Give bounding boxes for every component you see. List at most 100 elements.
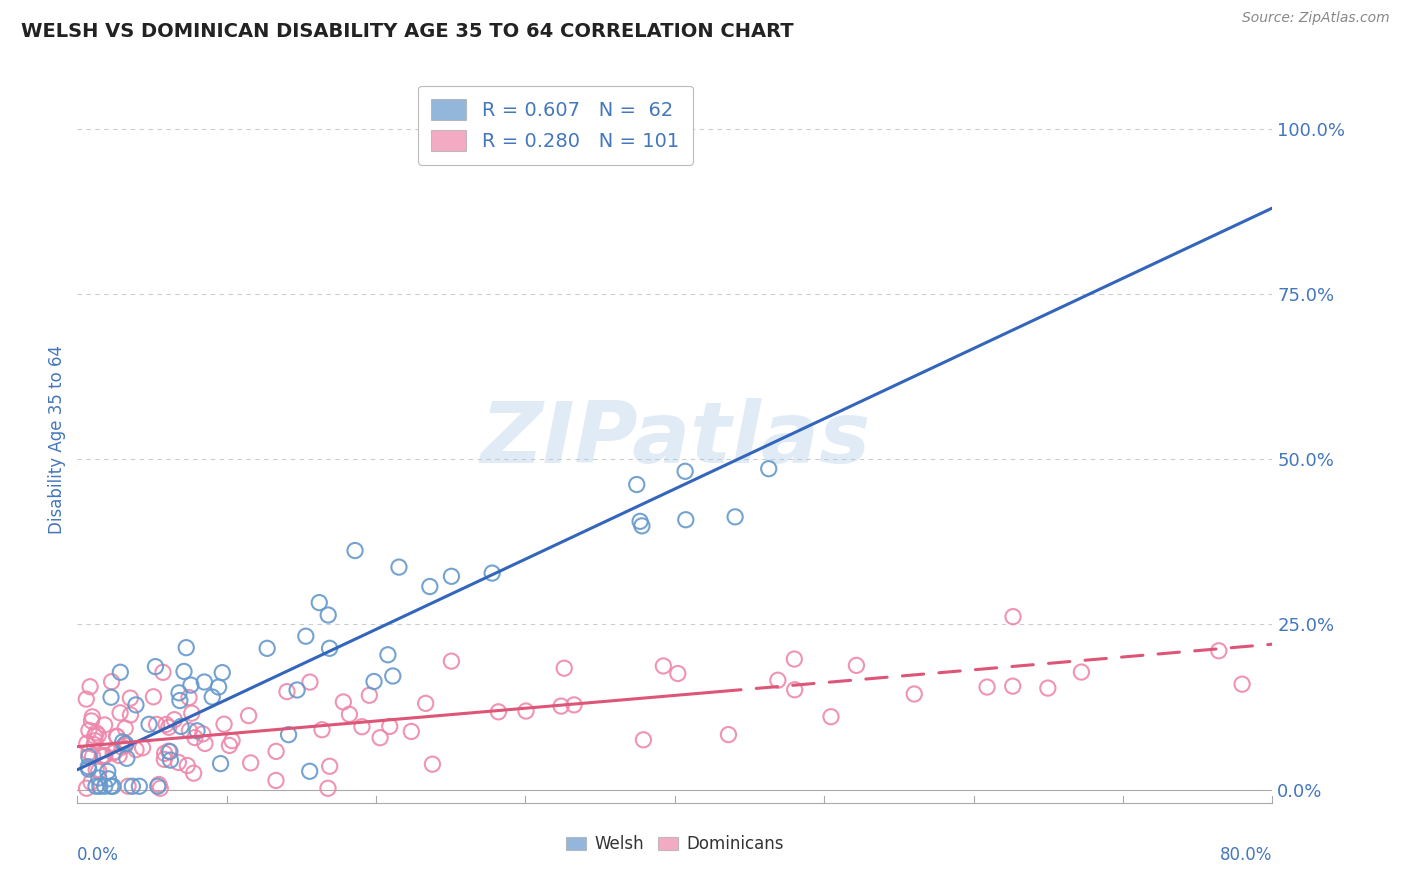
Point — [488, 705, 510, 719]
Point — [80, 714, 103, 728]
Point — [100, 690, 122, 705]
Point — [419, 580, 441, 594]
Point — [276, 684, 298, 698]
Point — [285, 683, 308, 698]
Point — [633, 732, 655, 747]
Point — [87, 764, 110, 778]
Point — [295, 629, 318, 643]
Point — [845, 658, 868, 673]
Point — [440, 654, 463, 668]
Point — [180, 678, 202, 692]
Point — [157, 720, 180, 734]
Point — [194, 736, 217, 750]
Point — [77, 746, 100, 760]
Point — [84, 733, 107, 747]
Point — [111, 735, 134, 749]
Point — [100, 674, 122, 689]
Point — [142, 690, 165, 704]
Point — [114, 737, 136, 751]
Point — [77, 762, 100, 776]
Point — [120, 691, 142, 706]
Point — [481, 566, 503, 580]
Text: 0.0%: 0.0% — [77, 847, 120, 864]
Point — [359, 688, 381, 702]
Point — [174, 640, 197, 655]
Point — [100, 779, 122, 793]
Point — [153, 752, 176, 766]
Point — [820, 710, 842, 724]
Point — [388, 560, 411, 574]
Point — [108, 706, 131, 720]
Point — [91, 749, 114, 764]
Point — [401, 724, 423, 739]
Point — [104, 745, 127, 759]
Point — [167, 686, 190, 700]
Point — [758, 461, 780, 475]
Point — [80, 775, 103, 789]
Point — [114, 721, 136, 735]
Point — [422, 757, 444, 772]
Point — [381, 669, 404, 683]
Point — [114, 738, 136, 752]
Y-axis label: Disability Age 35 to 64: Disability Age 35 to 64 — [48, 345, 66, 533]
Point — [976, 680, 998, 694]
Point — [149, 781, 172, 796]
Point — [675, 513, 697, 527]
Text: 80.0%: 80.0% — [1220, 847, 1272, 864]
Point — [316, 607, 339, 622]
Point — [93, 779, 115, 793]
Point — [155, 717, 177, 731]
Point — [179, 723, 201, 738]
Point — [550, 699, 572, 714]
Point — [628, 514, 651, 528]
Point — [180, 706, 202, 721]
Point — [152, 665, 174, 680]
Point — [783, 652, 806, 666]
Point — [415, 697, 437, 711]
Point — [209, 756, 232, 771]
Point — [562, 698, 585, 712]
Point — [97, 764, 120, 779]
Point — [87, 771, 110, 785]
Point — [138, 717, 160, 731]
Point — [159, 753, 181, 767]
Point — [378, 719, 401, 733]
Point — [440, 569, 463, 583]
Point — [186, 723, 208, 738]
Point — [84, 725, 107, 739]
Text: WELSH VS DOMINICAN DISABILITY AGE 35 TO 64 CORRELATION CHART: WELSH VS DOMINICAN DISABILITY AGE 35 TO … — [21, 22, 794, 41]
Point — [1002, 609, 1025, 624]
Point — [83, 738, 105, 752]
Point — [84, 779, 107, 793]
Point — [163, 713, 186, 727]
Point — [298, 764, 321, 779]
Point — [153, 747, 176, 761]
Point — [344, 543, 367, 558]
Text: Source: ZipAtlas.com: Source: ZipAtlas.com — [1241, 11, 1389, 25]
Point — [111, 740, 134, 755]
Point — [120, 707, 142, 722]
Point — [75, 692, 97, 706]
Point — [239, 756, 262, 770]
Point — [82, 710, 104, 724]
Point — [264, 773, 287, 788]
Point — [256, 641, 278, 656]
Point — [157, 744, 180, 758]
Point — [108, 748, 131, 763]
Point — [1230, 677, 1253, 691]
Point — [766, 673, 789, 688]
Point — [277, 728, 299, 742]
Point — [167, 756, 190, 770]
Point — [318, 641, 340, 656]
Point — [626, 477, 648, 491]
Point — [177, 690, 200, 705]
Point — [1036, 681, 1059, 695]
Point — [93, 748, 115, 763]
Point — [101, 779, 124, 793]
Point — [201, 690, 224, 704]
Point — [308, 596, 330, 610]
Point — [87, 728, 110, 742]
Point — [1001, 679, 1024, 693]
Point — [212, 717, 235, 731]
Point — [77, 759, 100, 773]
